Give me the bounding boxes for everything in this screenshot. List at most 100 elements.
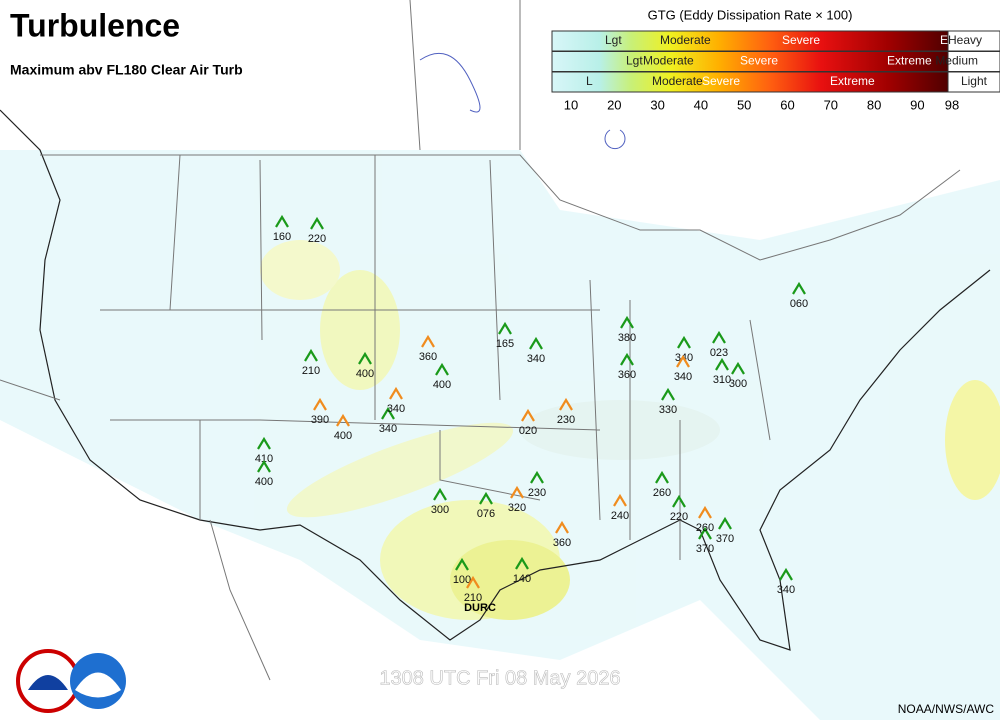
report-label: 340: [777, 584, 795, 596]
report-label: 210: [464, 592, 482, 604]
report-label: 165: [496, 338, 514, 350]
report-marker: [433, 487, 447, 501]
report-marker: [257, 436, 271, 450]
legend-tick-label: 50: [737, 97, 751, 112]
credit: NOAA/NWS/AWC: [898, 702, 995, 716]
legend-bar: [552, 51, 948, 72]
report-label: 230: [557, 414, 575, 426]
report-marker: [304, 348, 318, 362]
report-label: 260: [696, 522, 714, 534]
title: Turbulence: [10, 7, 180, 43]
report-label: 340: [674, 371, 692, 383]
legend-tick-label: 30: [650, 97, 664, 112]
report-label: 360: [419, 351, 437, 363]
legend-row-label: Extreme: [887, 54, 932, 68]
report-marker: [712, 330, 726, 344]
report-marker: [389, 386, 403, 400]
report-label: 300: [729, 378, 747, 390]
report-label: 360: [553, 537, 571, 549]
legend: GTG (Eddy Dissipation Rate × 100) Lgt Mod…: [549, 0, 1000, 120]
legend-bar-frame: [551, 71, 1000, 93]
legend-tick-label: 20: [607, 97, 621, 112]
report-label: 060: [790, 298, 808, 310]
report-label: 260: [653, 487, 671, 499]
report-label: 100: [453, 574, 471, 586]
report-marker: [661, 387, 675, 401]
report-marker: [718, 516, 732, 530]
report-label: 210: [302, 365, 320, 377]
station-label: DURC: [464, 602, 496, 614]
legend-row-label: Severe: [740, 54, 778, 68]
legend-row-label: Lgt: [626, 54, 643, 68]
legend-row-label: L: [586, 74, 593, 88]
report-label: 023: [710, 347, 728, 359]
report-label: 320: [508, 502, 526, 514]
report-label: 240: [611, 510, 629, 522]
report-marker: [435, 362, 449, 376]
report-label: 330: [659, 404, 677, 416]
report-marker: [676, 354, 690, 368]
report-label: 400: [356, 368, 374, 380]
report-marker: [715, 357, 729, 371]
report-label: 340: [387, 403, 405, 415]
report-marker: [257, 459, 271, 473]
report-marker: [498, 321, 512, 335]
report-marker: [655, 470, 669, 484]
report-marker: [275, 214, 289, 228]
legend-row-label: Heavy: [948, 33, 982, 47]
legend-tick-label: 90: [910, 97, 924, 112]
legend-row-label: Ex: [940, 33, 954, 47]
report-marker: [555, 520, 569, 534]
legend-row-label: Severe: [702, 74, 740, 88]
report-marker: [677, 335, 691, 349]
report-marker: [336, 413, 350, 427]
report-label: 160: [273, 231, 291, 243]
report-marker: [479, 491, 493, 505]
report-marker: [529, 336, 543, 350]
report-label: 370: [716, 533, 734, 545]
report-marker: [672, 494, 686, 508]
report-label: 390: [311, 414, 329, 426]
legend-row-label: Medium: [935, 54, 978, 68]
legend-tick-label: 70: [824, 97, 838, 112]
report-label: 140: [513, 573, 531, 585]
report-marker: [381, 406, 395, 420]
report-marker: [358, 351, 372, 365]
report-label: 220: [308, 233, 326, 245]
subtitle: Maximum abv FL180 Clear Air Turb: [10, 62, 243, 78]
legend-tick-label: 80: [867, 97, 881, 112]
legend-title: GTG (Eddy Dissipation Rate × 100): [648, 7, 853, 22]
legend-tick-label: 98: [945, 97, 959, 112]
legend-row-label: Severe: [782, 33, 820, 47]
report-marker: [620, 315, 634, 329]
legend-label-cell: [947, 71, 1000, 93]
report-label: 076: [477, 508, 495, 520]
report-label: 340: [379, 423, 397, 435]
timestamp: 1308 UTC Fri 08 May 2026: [379, 667, 620, 689]
report-marker: [530, 470, 544, 484]
report-label: 360: [618, 369, 636, 381]
legend-row-label: Moderate: [660, 33, 711, 47]
report-label: 340: [527, 353, 545, 365]
report-label: 380: [618, 332, 636, 344]
report-marker: [792, 281, 806, 295]
report-label: 370: [696, 543, 714, 555]
report-marker: [521, 408, 535, 422]
report-marker: [559, 397, 573, 411]
report-marker: [731, 361, 745, 375]
legend-row-label: Lgt: [605, 33, 622, 47]
legend-bar: [552, 72, 948, 92]
legend-tick-label: 10: [564, 97, 578, 112]
report-label: 410: [255, 453, 273, 465]
report-marker: [510, 485, 524, 499]
report-label: 310: [713, 374, 731, 386]
report-marker: [466, 575, 480, 589]
report-marker: [310, 216, 324, 230]
report-marker: [455, 557, 469, 571]
report-label: 020: [519, 425, 537, 437]
report-marker: [620, 352, 634, 366]
legend-row-label: Extreme: [830, 74, 875, 88]
